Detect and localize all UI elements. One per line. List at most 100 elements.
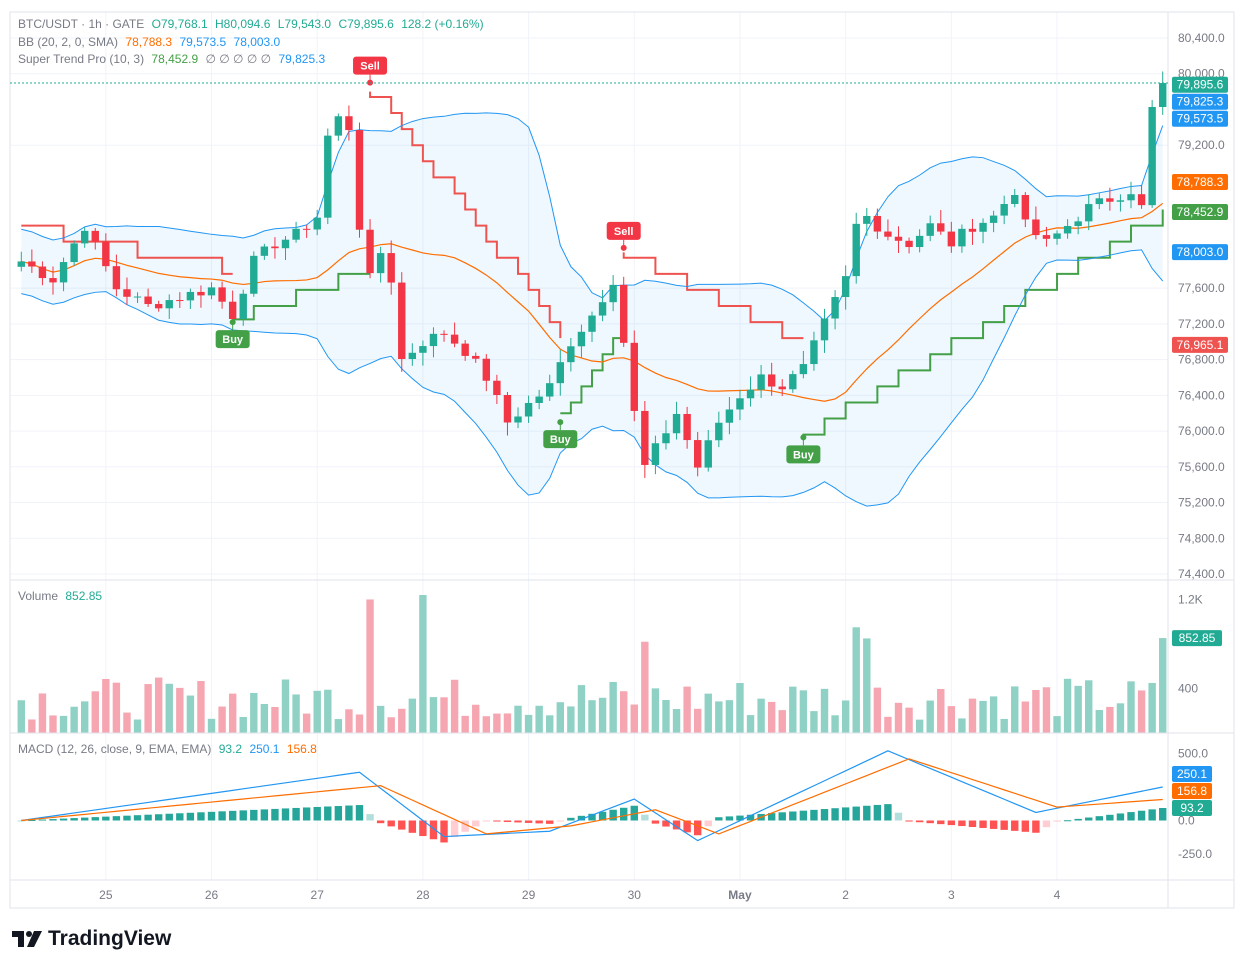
price-tick-label: 77,600.0	[1178, 281, 1225, 295]
buy-signal-label[interactable]	[215, 330, 250, 349]
volume-bar	[102, 679, 110, 733]
candle-body	[250, 255, 258, 294]
st-value: 78,452.9	[151, 52, 199, 66]
macd-histogram-bar	[440, 820, 448, 843]
volume-bar	[38, 693, 47, 733]
brand-name: TradingView	[48, 927, 172, 950]
candle-body	[926, 223, 934, 236]
volume-bar	[429, 697, 438, 733]
candle-body	[1011, 195, 1019, 205]
candle-body	[852, 223, 860, 277]
candle-body	[514, 416, 522, 423]
volume-bar	[894, 702, 903, 733]
macd-histogram-bar	[968, 820, 977, 828]
volume-bar	[493, 713, 501, 733]
volume-bar	[884, 716, 892, 733]
macd-histogram-bar	[915, 820, 924, 823]
macd-histogram-bar	[524, 820, 533, 823]
volume-tick-label: 400	[1178, 681, 1198, 695]
volume-bar	[546, 715, 554, 733]
candle-body	[1063, 225, 1072, 234]
bollinger-band-lines	[21, 112, 1164, 507]
candle-body	[704, 440, 712, 468]
macd-histogram-bar	[376, 820, 385, 824]
sell-signal-label[interactable]	[353, 56, 388, 75]
candle-body	[112, 266, 121, 290]
volume-bar	[324, 689, 332, 733]
time-tick-label: 25	[99, 888, 113, 902]
buy-signal-label[interactable]	[543, 430, 578, 449]
macd-histogram-bar	[736, 815, 744, 821]
macd-histogram-bar	[1106, 814, 1114, 821]
volume-bar	[767, 701, 776, 733]
candle-body	[1032, 219, 1040, 236]
bb-legend: BB (20, 2, 0, SMA) 78,788.3 79,573.5 78,…	[18, 35, 284, 49]
time-tick-label: 28	[416, 888, 430, 902]
candle-body	[176, 300, 184, 302]
buy-signal-label[interactable]	[786, 445, 821, 464]
price-badge	[1172, 110, 1228, 127]
candle-body	[736, 398, 744, 410]
volume-bar	[810, 711, 818, 733]
candle-body	[28, 261, 36, 267]
volume-bar	[1137, 690, 1146, 733]
candle-body	[968, 228, 977, 232]
volume-bar	[989, 696, 998, 733]
macd-label[interactable]: MACD (12, 26, close, 9, EMA, EMA)	[18, 742, 212, 756]
candle-body	[80, 230, 89, 244]
high-value: H80,094.6	[214, 17, 271, 31]
sell-signal-label[interactable]	[606, 221, 641, 240]
macd-histogram-bar	[789, 811, 797, 821]
macd-histogram-bar	[799, 810, 808, 821]
price-badge	[1172, 244, 1228, 261]
volume-badge-text: 852.85	[1179, 631, 1216, 645]
tradingview-logo[interactable]: TradingView	[12, 927, 171, 951]
volume-bar	[450, 679, 459, 733]
volume-label[interactable]: Volume	[18, 589, 59, 603]
candle-body	[841, 276, 850, 298]
signal-label-text: Sell	[360, 61, 380, 73]
volume-bar	[472, 704, 480, 733]
st-label[interactable]: Super Trend Pro (10, 3)	[18, 52, 145, 66]
candle-body	[535, 396, 543, 403]
macd-histogram-bar	[746, 814, 755, 821]
time-tick-label: 26	[205, 888, 219, 902]
macd-histogram-bar	[186, 812, 195, 821]
volume-bar	[355, 714, 364, 733]
candle-body	[546, 383, 554, 397]
macd-histogram-bar	[588, 813, 596, 821]
volume-bar	[59, 715, 68, 733]
volume-bar	[440, 697, 448, 733]
macd-histogram-bar	[1032, 820, 1040, 833]
macd-badge-text: 156.8	[1177, 784, 1207, 798]
candle-body	[1159, 83, 1167, 107]
volume-bar	[1116, 703, 1125, 733]
volume-bar	[524, 714, 533, 733]
low-value: L79,543.0	[277, 17, 332, 31]
volume-bar	[863, 638, 871, 733]
candle-body	[302, 228, 311, 230]
bb-label[interactable]: BB (20, 2, 0, SMA)	[18, 35, 119, 49]
price-legend: BTC/USDT · 1h · GATE O79,768.1 H80,094.6…	[18, 17, 488, 31]
macd-histogram-bar	[70, 818, 78, 821]
volume-bar	[926, 700, 934, 733]
macd-histogram-bar	[302, 807, 311, 821]
candle-body	[863, 215, 871, 224]
volume-bar	[725, 700, 734, 733]
volume-bar	[778, 710, 786, 733]
candle-body	[831, 297, 839, 319]
volume-bar	[662, 699, 670, 733]
macd-histogram-bar	[324, 806, 332, 821]
volume-bar	[186, 695, 195, 733]
bb-band-area	[21, 112, 1163, 507]
volume-bar	[398, 708, 406, 733]
symbol-label[interactable]: BTC/USDT · 1h · GATE	[18, 17, 145, 31]
candle-body	[651, 443, 660, 465]
candle-body	[1074, 221, 1082, 226]
macd-histogram-bar	[154, 814, 163, 821]
candle-body	[154, 304, 163, 309]
volume-bar	[915, 719, 924, 733]
macd-histogram-bar	[863, 805, 871, 821]
bb-upper-value: 79,573.5	[179, 35, 227, 49]
